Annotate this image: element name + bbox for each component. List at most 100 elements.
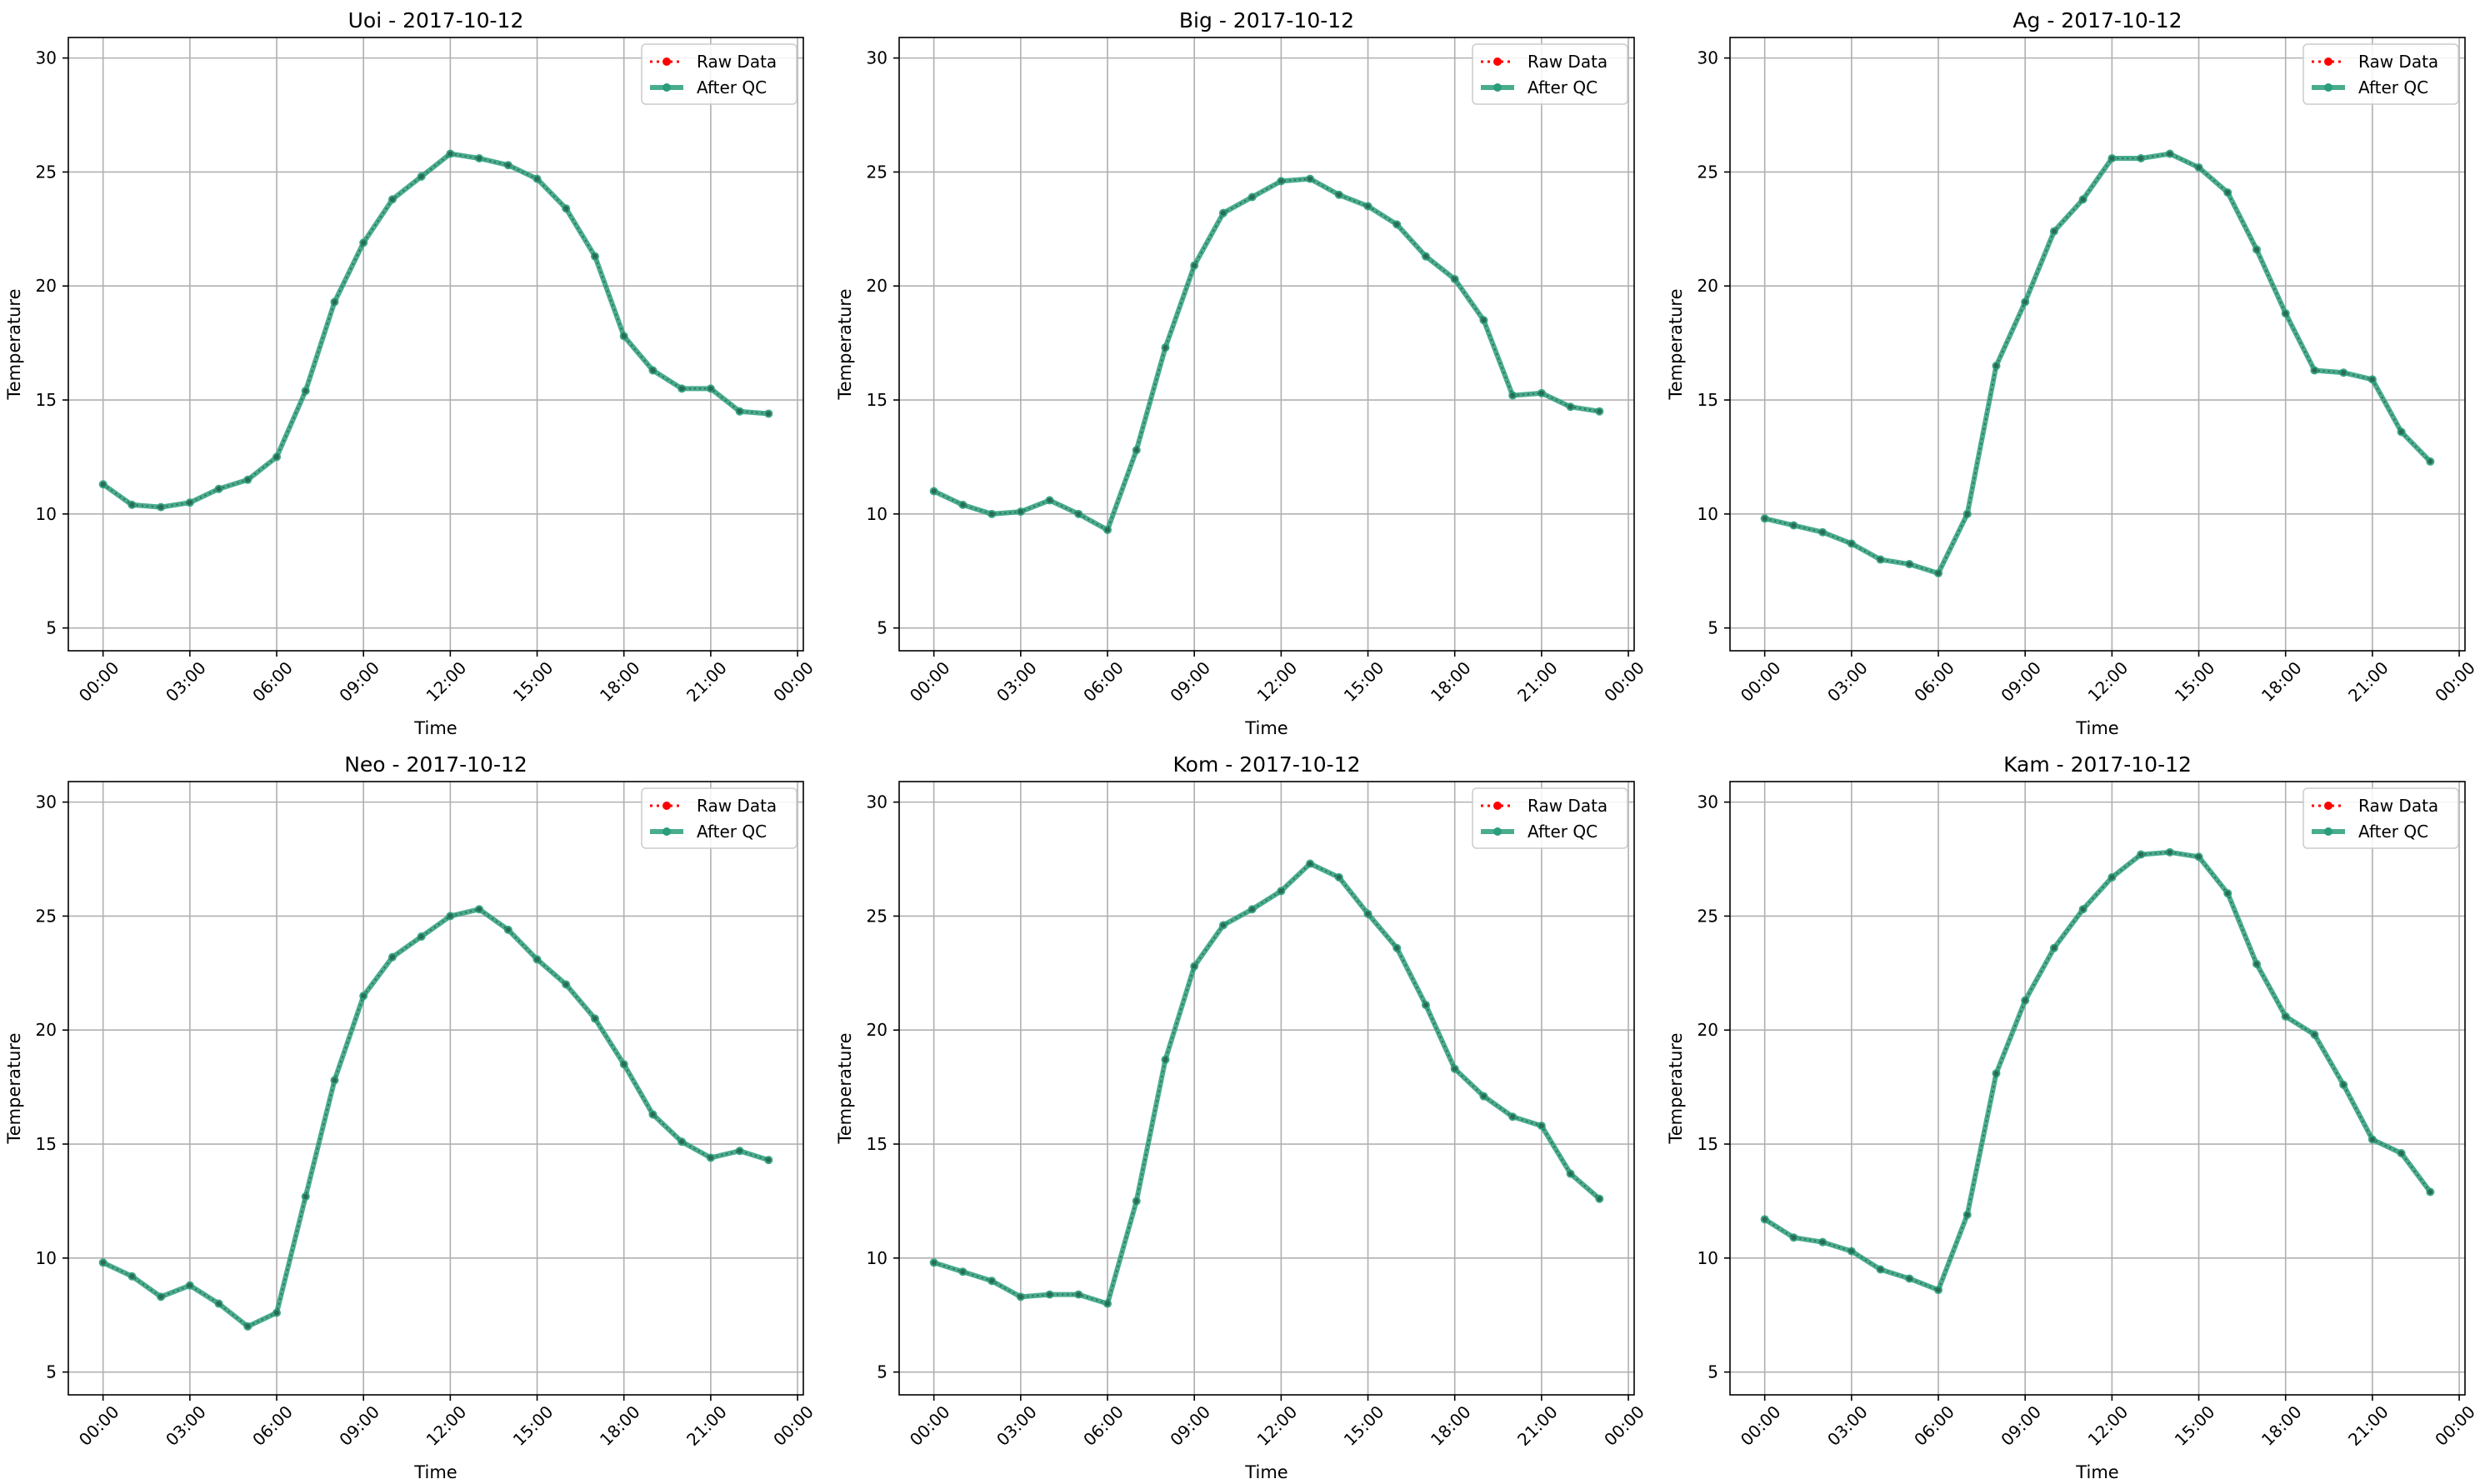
y-tick-label: 15 — [36, 1134, 57, 1154]
y-tick-label: 25 — [867, 906, 888, 926]
raw-data-point — [1964, 511, 1970, 517]
raw-data-point — [505, 162, 511, 168]
y-tick-label: 10 — [1698, 1248, 1718, 1268]
subplot-2: 00:00 03:00 06:00 09:00 12:00 15:00 18:00 21:00… — [1666, 8, 2479, 738]
raw-data-point — [1848, 1248, 1854, 1254]
plot-area — [68, 782, 803, 1395]
raw-data-point — [1452, 277, 1458, 282]
raw-data-point — [505, 927, 511, 932]
series-line-after-qc — [102, 907, 770, 1329]
raw-data-point — [989, 1278, 995, 1284]
plot-area — [899, 37, 1634, 651]
x-tick-label: 09:00 — [1997, 1402, 2045, 1450]
legend-label-raw-data: Raw Data — [2358, 52, 2438, 72]
y-tick-label: 5 — [877, 618, 888, 638]
raw-data-point — [1249, 907, 1255, 912]
raw-data-point — [1162, 1057, 1168, 1062]
y-tick-label: 25 — [867, 162, 888, 182]
raw-data-point — [1278, 178, 1284, 184]
raw-data-point — [1936, 570, 1942, 576]
raw-data-point — [158, 504, 164, 510]
x-tick-label: 06:00 — [1079, 1402, 1128, 1450]
raw-data-point — [2022, 299, 2028, 305]
x-tick-label: 21:00 — [1513, 1402, 1562, 1450]
subplot-title: Ag - 2017-10-12 — [2012, 8, 2182, 32]
raw-data-point — [1510, 1114, 1516, 1120]
subplot-0: 00:00 03:00 06:00 09:00 12:00 15:00 18:00 21:00… — [4, 8, 818, 738]
raw-data-point — [1510, 392, 1516, 398]
x-tick-label: 18:00 — [596, 657, 644, 706]
x-tick-label: 00:00 — [1600, 657, 1648, 706]
raw-data-point — [1422, 253, 1428, 259]
raw-data-point — [737, 1148, 742, 1154]
x-tick-label: 00:00 — [769, 1402, 818, 1450]
raw-data-point — [2341, 1082, 2347, 1087]
raw-data-point — [737, 408, 742, 414]
raw-data-point — [1076, 511, 1082, 517]
raw-data-point — [389, 954, 395, 960]
raw-data-point — [361, 993, 367, 999]
y-tick-label: 5 — [877, 1362, 888, 1382]
y-tick-label: 5 — [1708, 618, 1718, 638]
legend: Raw Data After QC — [641, 43, 798, 105]
raw-data-point — [1105, 527, 1111, 532]
subplot-title: Kam - 2017-10-12 — [2003, 752, 2192, 777]
legend-label-raw-data: Raw Data — [697, 796, 777, 816]
x-tick-label: 15:00 — [1340, 657, 1388, 706]
raw-data-point — [158, 1294, 164, 1300]
raw-data-point — [2225, 891, 2231, 897]
raw-data-point — [1047, 1292, 1052, 1297]
series-line-raw-data — [933, 862, 1600, 1305]
y-tick-label: 20 — [1698, 1020, 1718, 1040]
raw-data-point — [2398, 429, 2404, 435]
raw-data-point — [650, 1112, 656, 1117]
y-tick-label: 30 — [36, 792, 57, 812]
legend-marker-raw-data — [1493, 802, 1502, 810]
x-axis-label: Time — [413, 718, 457, 738]
raw-data-point — [708, 386, 713, 392]
y-tick-label: 25 — [36, 906, 57, 926]
raw-data-point — [563, 982, 569, 987]
legend-marker-after-qc — [1493, 827, 1502, 836]
x-tick-label: 00:00 — [75, 1402, 123, 1450]
raw-data-point — [1394, 222, 1400, 227]
raw-data-point — [766, 1157, 772, 1163]
subplot-4: 00:00 03:00 06:00 09:00 12:00 15:00 18:00 21:00… — [835, 752, 1648, 1482]
raw-data-point — [1791, 522, 1797, 528]
raw-data-point — [389, 197, 395, 202]
legend-marker-after-qc — [2324, 83, 2332, 92]
x-tick-label: 18:00 — [596, 1402, 644, 1450]
raw-data-point — [2167, 849, 2172, 855]
raw-data-point — [1820, 529, 1826, 535]
x-tick-label: 06:00 — [248, 1402, 297, 1450]
raw-data-point — [1597, 1196, 1602, 1202]
legend: Raw Data After QC — [1472, 787, 1628, 849]
raw-data-point — [2051, 945, 2057, 951]
raw-data-point — [245, 1323, 251, 1329]
raw-data-point — [2225, 190, 2231, 196]
subplot-title: Uoi - 2017-10-12 — [348, 8, 524, 32]
x-tick-label: 00:00 — [75, 657, 123, 706]
raw-data-point — [1220, 210, 1226, 216]
x-tick-label: 09:00 — [1997, 657, 2045, 706]
axes-frame — [898, 781, 1635, 1396]
x-tick-label: 18:00 — [1427, 1402, 1475, 1450]
legend-marker-raw-data — [662, 802, 671, 810]
raw-data-point — [1105, 1301, 1111, 1307]
x-tick-label: 06:00 — [1079, 657, 1128, 706]
raw-data-point — [960, 1269, 966, 1275]
plot-area — [1730, 37, 2465, 651]
raw-data-point — [1365, 911, 1371, 917]
x-tick-label: 03:00 — [1823, 1402, 1872, 1450]
legend-marker-raw-data — [1493, 57, 1502, 66]
y-tick-label: 10 — [36, 1248, 57, 1268]
x-tick-label: 00:00 — [906, 1402, 954, 1450]
x-tick-label: 06:00 — [1910, 1402, 1958, 1450]
y-tick-label: 20 — [867, 276, 888, 296]
raw-data-point — [1336, 192, 1342, 197]
x-tick-label: 03:00 — [1823, 657, 1872, 706]
legend-label-raw-data: Raw Data — [1528, 796, 1608, 816]
raw-data-point — [2341, 370, 2347, 376]
raw-data-point — [1133, 447, 1139, 453]
legend-marker-after-qc — [662, 827, 671, 836]
